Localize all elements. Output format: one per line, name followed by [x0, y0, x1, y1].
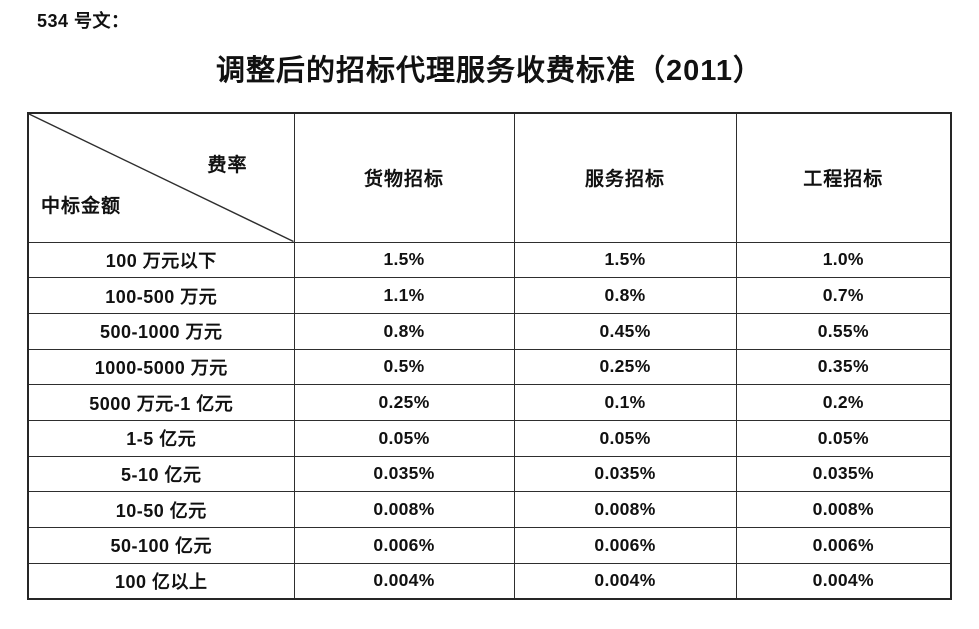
row-label: 100 万元以下 [27, 241, 295, 279]
rate-cell: 0.25% [293, 384, 515, 421]
rate-cell: 0.008% [513, 491, 737, 528]
page-title: 调整后的招标代理服务收费标准（2011） [216, 55, 763, 87]
rate-cell: 1.5% [513, 241, 737, 279]
table-row: 500-1000 万元 0.8% 0.45% 0.55% [27, 312, 952, 350]
table-header: 费率 中标金额 货物招标 服务招标 工程招标 [27, 112, 952, 243]
rate-cell: 0.05% [513, 419, 737, 457]
rate-cell: 0.035% [293, 455, 515, 493]
table-row: 5-10 亿元 0.035% 0.035% 0.035% [27, 455, 952, 493]
row-label: 5-10 亿元 [27, 455, 295, 493]
row-label: 100 亿以上 [27, 562, 295, 600]
table-row: 100 亿以上 0.004% 0.004% 0.004% [27, 562, 952, 600]
rate-cell: 0.05% [293, 419, 515, 457]
rate-cell: 0.25% [513, 348, 737, 386]
rate-cell: 0.5% [293, 348, 515, 386]
table-row: 1000-5000 万元 0.5% 0.25% 0.35% [27, 348, 952, 386]
fee-rate-table: 费率 中标金额 货物招标 服务招标 工程招标 100 万元以下 1.5% 1.5… [27, 112, 952, 600]
column-header-service: 服务招标 [513, 112, 737, 243]
rate-cell: 0.006% [735, 527, 952, 564]
corner-header-cell: 费率 中标金额 [27, 112, 295, 243]
rate-cell: 0.8% [513, 277, 737, 314]
table-row: 100-500 万元 1.1% 0.8% 0.7% [27, 277, 952, 314]
corner-label-rate: 费率 [207, 155, 248, 176]
rate-cell: 1.0% [735, 241, 952, 279]
rate-cell: 0.008% [293, 491, 515, 528]
table-row: 10-50 亿元 0.008% 0.008% 0.008% [27, 491, 952, 528]
table-row: 100 万元以下 1.5% 1.5% 1.0% [27, 241, 952, 279]
column-header-engineering: 工程招标 [735, 112, 952, 243]
row-label: 10-50 亿元 [27, 491, 295, 528]
row-label: 1-5 亿元 [27, 419, 295, 457]
rate-cell: 0.004% [293, 562, 515, 600]
row-label: 100-500 万元 [27, 277, 295, 314]
rate-cell: 0.008% [735, 491, 952, 528]
rate-cell: 0.035% [735, 455, 952, 493]
rate-cell: 0.035% [513, 455, 737, 493]
rate-cell: 0.8% [293, 312, 515, 350]
rate-cell: 0.004% [735, 562, 952, 600]
diagonal-line [29, 114, 294, 242]
rate-cell: 0.45% [513, 312, 737, 350]
row-label: 5000 万元-1 亿元 [27, 384, 295, 421]
rate-cell: 0.35% [735, 348, 952, 386]
rate-cell: 0.006% [293, 527, 515, 564]
table-row: 1-5 亿元 0.05% 0.05% 0.05% [27, 419, 952, 457]
column-header-goods: 货物招标 [293, 112, 515, 243]
document-number-label: 534 号文： [37, 11, 130, 31]
rate-cell: 0.55% [735, 312, 952, 350]
rate-cell: 0.004% [513, 562, 737, 600]
rate-cell: 0.05% [735, 419, 952, 457]
corner-label-amount: 中标金额 [41, 195, 122, 217]
rate-cell: 1.5% [293, 241, 515, 279]
fee-table-body: 100 万元以下 1.5% 1.5% 1.0% 100-500 万元 1.1% … [27, 241, 952, 600]
rate-cell: 0.2% [735, 384, 952, 421]
rate-cell: 0.1% [513, 384, 737, 421]
row-label: 1000-5000 万元 [27, 348, 295, 386]
table-row: 5000 万元-1 亿元 0.25% 0.1% 0.2% [27, 384, 952, 421]
row-label: 50-100 亿元 [27, 527, 295, 564]
table-row: 50-100 亿元 0.006% 0.006% 0.006% [27, 527, 952, 564]
rate-cell: 0.006% [513, 527, 737, 564]
header-row: 费率 中标金额 货物招标 服务招标 工程招标 [27, 112, 952, 243]
rate-cell: 0.7% [735, 277, 952, 314]
row-label: 500-1000 万元 [27, 312, 295, 350]
rate-cell: 1.1% [293, 277, 515, 314]
